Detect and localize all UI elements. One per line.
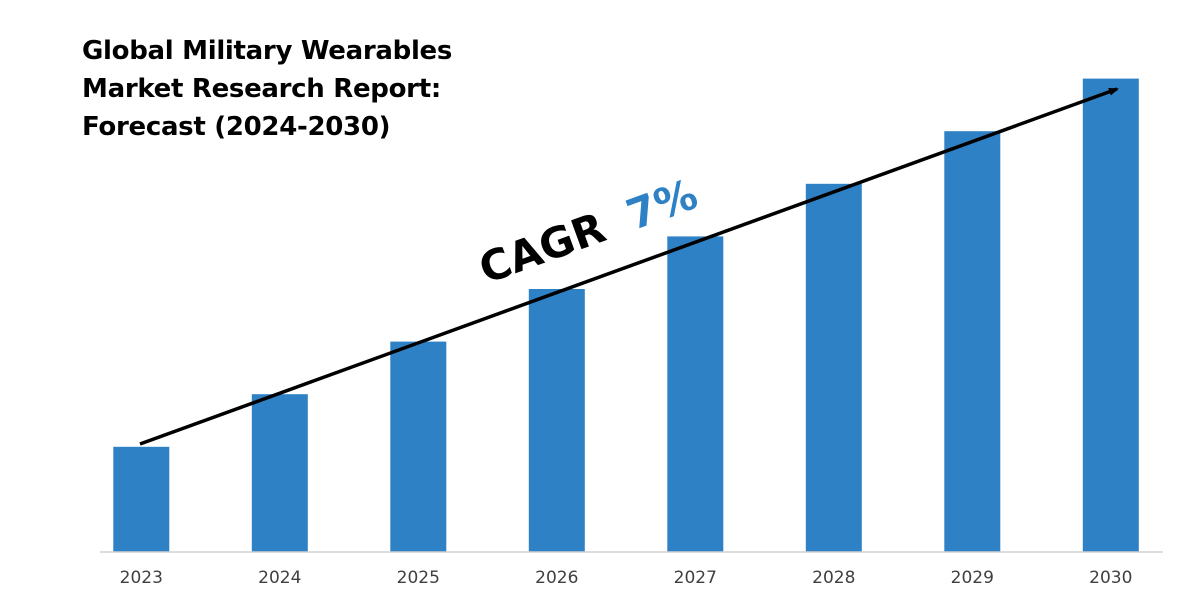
x-tick-label-2025: 2025 (397, 568, 440, 588)
chart-title-line-2: Market Research Report: (82, 74, 441, 104)
x-tick-label-2026: 2026 (535, 568, 578, 588)
bar-2025 (390, 341, 447, 552)
x-tick-labels: 2023 2024 2025 2026 2027 2028 2029 2030 (120, 568, 1133, 588)
bar-2027 (667, 236, 724, 552)
x-tick-label-2024: 2024 (258, 568, 301, 588)
chart-title-line-1: Global Military Wearables (82, 36, 453, 66)
bar-2030 (1082, 78, 1139, 552)
bar-2029 (944, 131, 1001, 552)
cagr-trend-arrow (139, 87, 1119, 446)
bar-2026 (528, 289, 585, 552)
bar-2024 (251, 394, 308, 552)
bar-2023 (113, 446, 170, 552)
chart-title-line-3: Forecast (2024-2030) (82, 112, 391, 142)
bar-2028 (805, 183, 862, 553)
x-tick-label-2029: 2029 (951, 568, 994, 588)
chart-title: Global Military Wearables Market Researc… (82, 32, 542, 146)
x-tick-label-2028: 2028 (812, 568, 855, 588)
x-tick-label-2023: 2023 (120, 568, 163, 588)
x-tick-label-2027: 2027 (674, 568, 717, 588)
cagr-value: 7% (620, 169, 704, 239)
x-tick-label-2030: 2030 (1089, 568, 1132, 588)
bars-group (113, 78, 1139, 553)
